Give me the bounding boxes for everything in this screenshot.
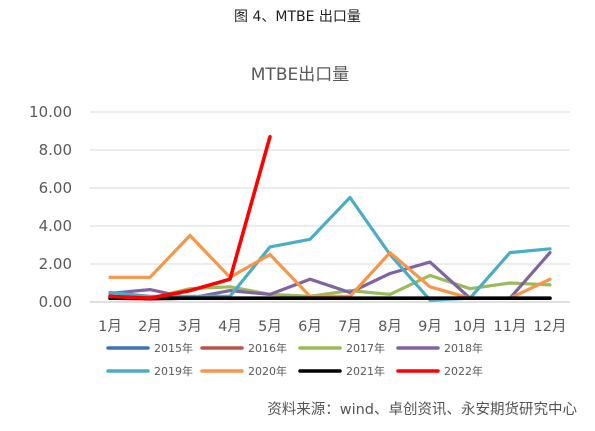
y-tick-label: 6.00: [39, 179, 72, 197]
legend: 2015年 2016年 2017年 2018年 2019年 2020年 2021年 2022年: [106, 341, 483, 378]
x-tick-label: 5月: [258, 319, 282, 335]
y-tick-label: 8.00: [39, 141, 72, 159]
x-tick-label: 6月: [298, 319, 322, 335]
x-tick-label: 12月: [534, 319, 567, 335]
series-line: [108, 134, 272, 300]
chart-title: MTBE出口量: [251, 65, 349, 85]
x-tick-label: 1月: [98, 319, 122, 335]
legend-label: 2021年: [346, 364, 385, 378]
y-axis-tick-labels: 0.00 2.00 4.00 6.00 8.00 10.00: [29, 103, 72, 311]
x-tick-label: 11月: [494, 319, 527, 335]
x-tick-label: 2月: [138, 319, 162, 335]
gridlines: [90, 111, 570, 303]
legend-label: 2019年: [154, 364, 193, 378]
series-line: [108, 195, 552, 302]
legend-label: 2015年: [154, 341, 193, 355]
y-tick-label: 10.00: [29, 103, 72, 121]
series-line: [108, 233, 552, 300]
x-axis-tick-labels: 1月 2月 3月 4月 5月 6月 7月 8月 9月 10月 11月 12月: [98, 319, 566, 335]
legend-label: 2018年: [444, 341, 483, 355]
y-tick-label: 0.00: [39, 293, 72, 311]
x-tick-label: 3月: [178, 319, 202, 335]
y-tick-label: 2.00: [39, 255, 72, 273]
y-tick-label: 4.00: [39, 217, 72, 235]
x-tick-label: 7月: [338, 319, 362, 335]
x-tick-label: 10月: [454, 319, 487, 335]
legend-label: 2016年: [248, 341, 287, 355]
source-note: 资料来源：wind、卓创资讯、永安期货研究中心: [267, 402, 577, 418]
legend-label: 2017年: [346, 341, 385, 355]
x-tick-label: 4月: [218, 319, 242, 335]
legend-label: 2020年: [248, 364, 287, 378]
series-lines: [108, 134, 552, 302]
legend-label: 2022年: [444, 364, 483, 378]
x-tick-label: 8月: [378, 319, 402, 335]
figure-caption: 图 4、MTBE 出口量: [234, 9, 361, 25]
x-tick-label: 9月: [418, 319, 442, 335]
